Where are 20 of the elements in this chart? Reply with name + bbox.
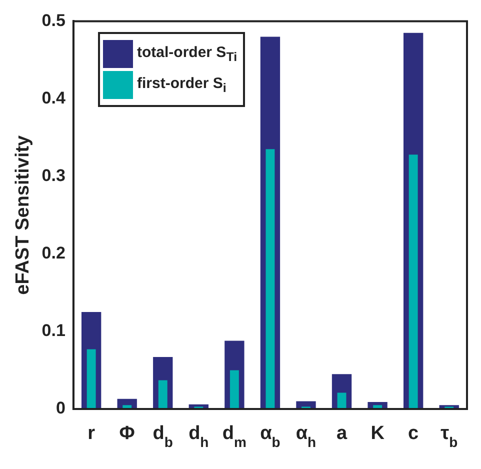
x-tick-label: r [88, 423, 96, 444]
y-tick-label: 0.2 [42, 244, 66, 263]
x-tick-label: K [370, 423, 385, 444]
bar [408, 154, 418, 409]
y-tick-label: 0.5 [42, 10, 66, 30]
legend-label: total-order S$_{Ti}$ [137, 44, 238, 64]
x-tick-label: Φ [119, 423, 136, 444]
bar [86, 349, 96, 409]
y-axis-title: eFAST Sensitivity [12, 134, 34, 295]
bar [230, 370, 239, 409]
y-tick-label: 0.3 [42, 166, 66, 186]
x-tick-label: c [408, 423, 420, 444]
bar [158, 380, 168, 409]
legend-label: first-order S$_{i}$ [137, 75, 226, 95]
y-tick-label: 0.4 [42, 88, 66, 108]
bar [337, 392, 346, 409]
x-tick-label: a [336, 423, 348, 444]
y-tick-label: 0.1 [42, 321, 66, 340]
y-tick-label: 0 [56, 398, 66, 418]
bar [266, 149, 275, 409]
